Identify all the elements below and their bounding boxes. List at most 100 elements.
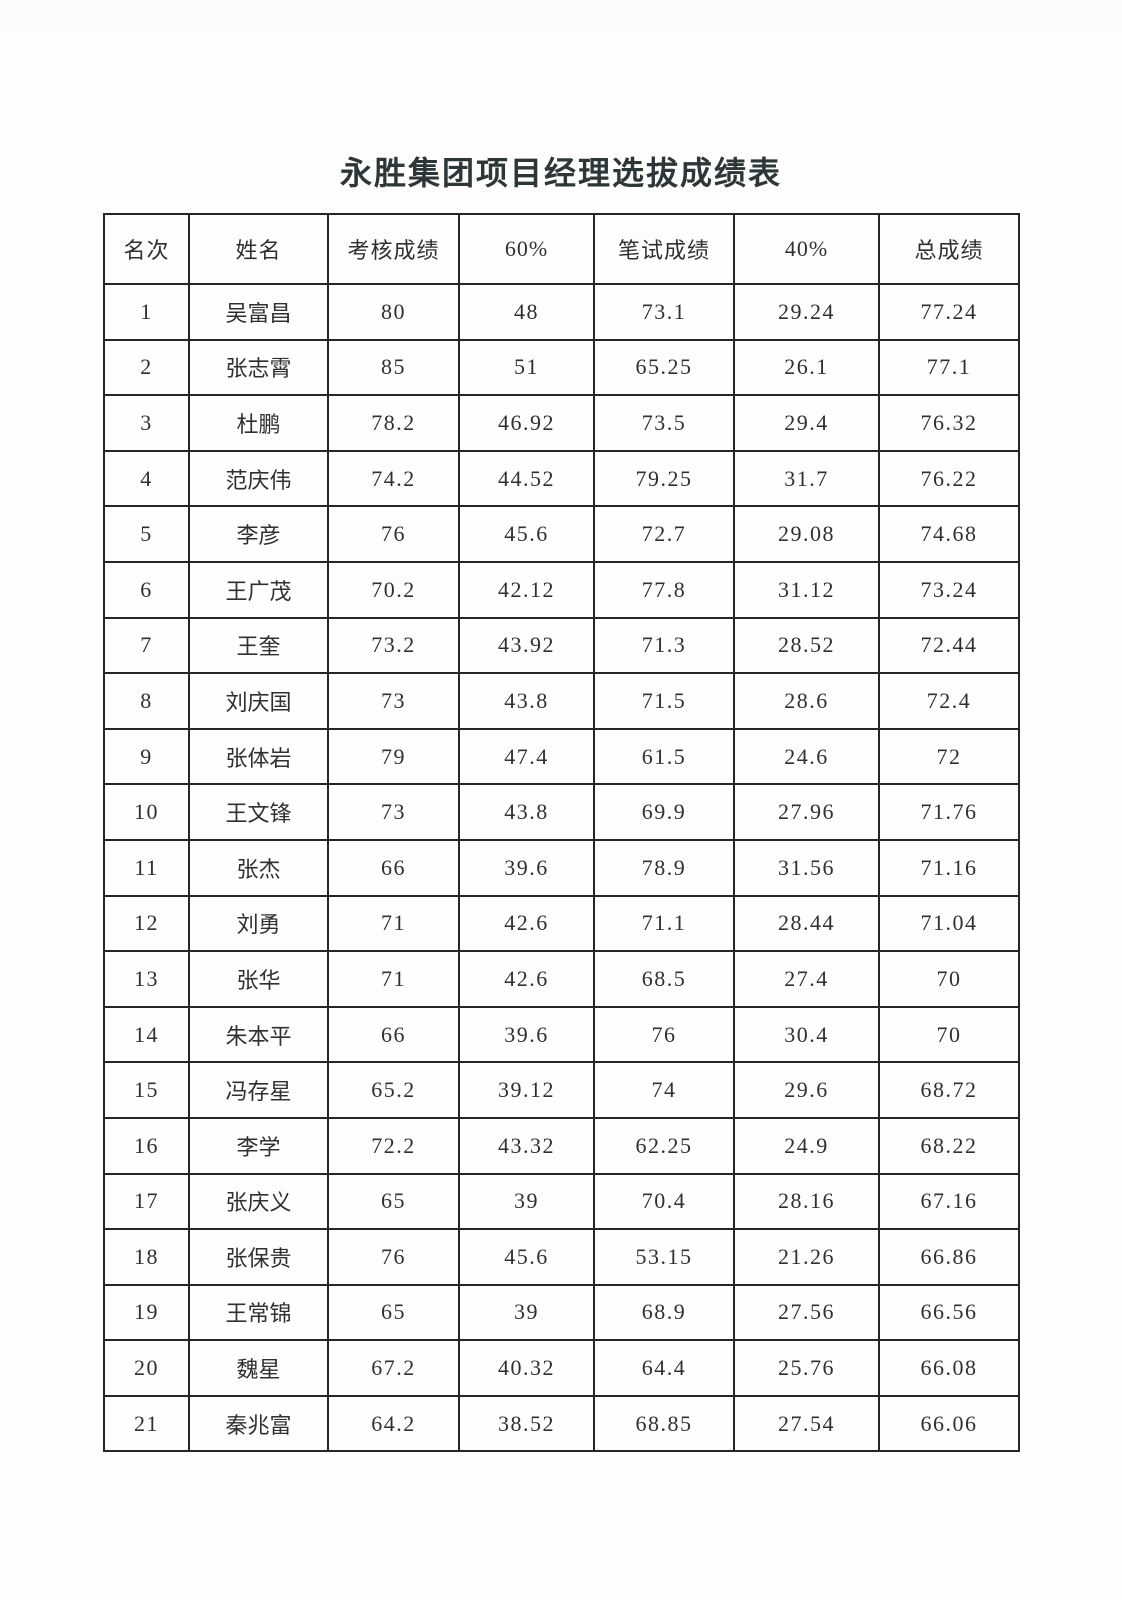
score-cell: 44.52 — [458, 449, 595, 508]
score-cell: 71 — [327, 894, 460, 953]
score-cell: 46.92 — [458, 394, 595, 452]
rank-cell: 17 — [103, 1172, 190, 1231]
score-table: 名次 姓名 考核成绩 60% 笔试成绩 40% 总成绩 1 吴富昌 80 48 73.1 29.24 7… — [103, 213, 1020, 1453]
score-cell: 71 — [327, 950, 460, 1008]
score-cell: 67.16 — [878, 1172, 1020, 1231]
rank-cell: 4 — [103, 449, 190, 508]
score-cell: 42.6 — [458, 950, 595, 1008]
score-cell: 45.6 — [458, 1228, 595, 1286]
score-cell: 71.76 — [878, 783, 1020, 841]
table-row: 12 刘勇 71 42.6 71.1 28.44 71.04 — [103, 894, 1020, 953]
score-cell: 39 — [458, 1172, 595, 1231]
score-cell: 67.2 — [327, 1339, 460, 1397]
table-row: 20 魏星 67.2 40.32 64.4 25.76 66.08 — [103, 1339, 1020, 1397]
name-cell: 李学 — [188, 1116, 329, 1175]
table-row: 7 王奎 73.2 43.92 71.3 28.52 72.44 — [103, 616, 1020, 675]
score-cell: 27.96 — [733, 783, 880, 841]
score-cell: 21.26 — [733, 1228, 880, 1286]
score-cell: 73 — [327, 672, 460, 730]
rank-cell: 19 — [103, 1283, 190, 1342]
rank-cell: 20 — [103, 1339, 190, 1397]
score-cell: 27.56 — [733, 1283, 880, 1342]
score-cell: 71.04 — [878, 894, 1020, 953]
score-cell: 42.6 — [458, 894, 595, 953]
rank-cell: 21 — [103, 1394, 190, 1453]
table-row: 14 朱本平 66 39.6 76 30.4 70 — [103, 1005, 1020, 1064]
rank-cell: 7 — [103, 616, 190, 675]
score-cell: 65.25 — [593, 338, 735, 397]
score-cell: 71.5 — [593, 672, 735, 730]
score-cell: 48 — [458, 283, 595, 341]
score-cell: 74 — [593, 1061, 735, 1119]
rank-cell: 16 — [103, 1116, 190, 1175]
score-cell: 28.6 — [733, 672, 880, 730]
rank-cell: 18 — [103, 1228, 190, 1286]
score-cell: 73.24 — [878, 560, 1020, 619]
column-header: 总成绩 — [878, 213, 1020, 285]
column-header: 名次 — [103, 213, 190, 285]
name-cell: 王奎 — [188, 616, 329, 675]
score-cell: 64.4 — [593, 1339, 735, 1397]
table-row: 5 李彦 76 45.6 72.7 29.08 74.68 — [103, 505, 1020, 563]
name-cell: 吴富昌 — [188, 283, 329, 341]
name-cell: 朱本平 — [188, 1005, 329, 1064]
score-cell: 74.68 — [878, 505, 1020, 563]
name-cell: 王文锋 — [188, 783, 329, 841]
table-row: 6 王广茂 70.2 42.12 77.8 31.12 73.24 — [103, 560, 1020, 619]
score-cell: 66.06 — [878, 1394, 1020, 1453]
score-cell: 61.5 — [593, 727, 735, 786]
score-cell: 29.08 — [733, 505, 880, 563]
score-cell: 76 — [327, 1228, 460, 1286]
score-cell: 76 — [327, 505, 460, 563]
score-cell: 65.2 — [327, 1061, 460, 1119]
score-cell: 68.9 — [593, 1283, 735, 1342]
table-body: 1 吴富昌 80 48 73.1 29.24 77.24 2 张志霄 85 51 65.25 26.1 7… — [103, 283, 1020, 1453]
score-cell: 77.1 — [878, 338, 1020, 397]
score-cell: 28.16 — [733, 1172, 880, 1231]
score-cell: 76.22 — [878, 449, 1020, 508]
score-cell: 28.52 — [733, 616, 880, 675]
score-cell: 70 — [878, 950, 1020, 1008]
score-cell: 30.4 — [733, 1005, 880, 1064]
score-cell: 43.92 — [458, 616, 595, 675]
table-row: 18 张保贵 76 45.6 53.15 21.26 66.86 — [103, 1228, 1020, 1286]
score-cell: 47.4 — [458, 727, 595, 786]
score-cell: 66 — [327, 1005, 460, 1064]
rank-cell: 8 — [103, 672, 190, 730]
name-cell: 张体岩 — [188, 727, 329, 786]
score-cell: 78.9 — [593, 838, 735, 897]
score-cell: 74.2 — [327, 449, 460, 508]
score-cell: 69.9 — [593, 783, 735, 841]
score-cell: 66 — [327, 838, 460, 897]
name-cell: 秦兆富 — [188, 1394, 329, 1453]
score-cell: 72.2 — [327, 1116, 460, 1175]
score-cell: 45.6 — [458, 505, 595, 563]
score-cell: 27.4 — [733, 950, 880, 1008]
column-header: 60% — [458, 213, 595, 285]
document-title: 永胜集团项目经理选拔成绩表 — [339, 155, 782, 191]
name-cell: 冯存星 — [188, 1061, 329, 1119]
table-row: 11 张杰 66 39.6 78.9 31.56 71.16 — [103, 838, 1020, 897]
score-cell: 31.56 — [733, 838, 880, 897]
score-cell: 73.5 — [593, 394, 735, 452]
score-cell: 66.08 — [878, 1339, 1020, 1397]
rank-cell: 1 — [103, 283, 190, 341]
score-cell: 42.12 — [458, 560, 595, 619]
table-row: 17 张庆义 65 39 70.4 28.16 67.16 — [103, 1172, 1020, 1231]
score-cell: 79 — [327, 727, 460, 786]
score-cell: 80 — [327, 283, 460, 341]
column-header: 40% — [733, 213, 880, 285]
score-cell: 31.12 — [733, 560, 880, 619]
name-cell: 魏星 — [188, 1339, 329, 1397]
table-row: 15 冯存星 65.2 39.12 74 29.6 68.72 — [103, 1061, 1020, 1119]
table-row: 8 刘庆国 73 43.8 71.5 28.6 72.4 — [103, 672, 1020, 730]
score-cell: 72.44 — [878, 616, 1020, 675]
table-row: 2 张志霄 85 51 65.25 26.1 77.1 — [103, 338, 1020, 397]
score-cell: 78.2 — [327, 394, 460, 452]
score-cell: 27.54 — [733, 1394, 880, 1453]
table-header-row: 名次 姓名 考核成绩 60% 笔试成绩 40% 总成绩 — [103, 213, 1020, 285]
table-row: 19 王常锦 65 39 68.9 27.56 66.56 — [103, 1283, 1020, 1342]
name-cell: 张保贵 — [188, 1228, 329, 1286]
score-cell: 71.1 — [593, 894, 735, 953]
